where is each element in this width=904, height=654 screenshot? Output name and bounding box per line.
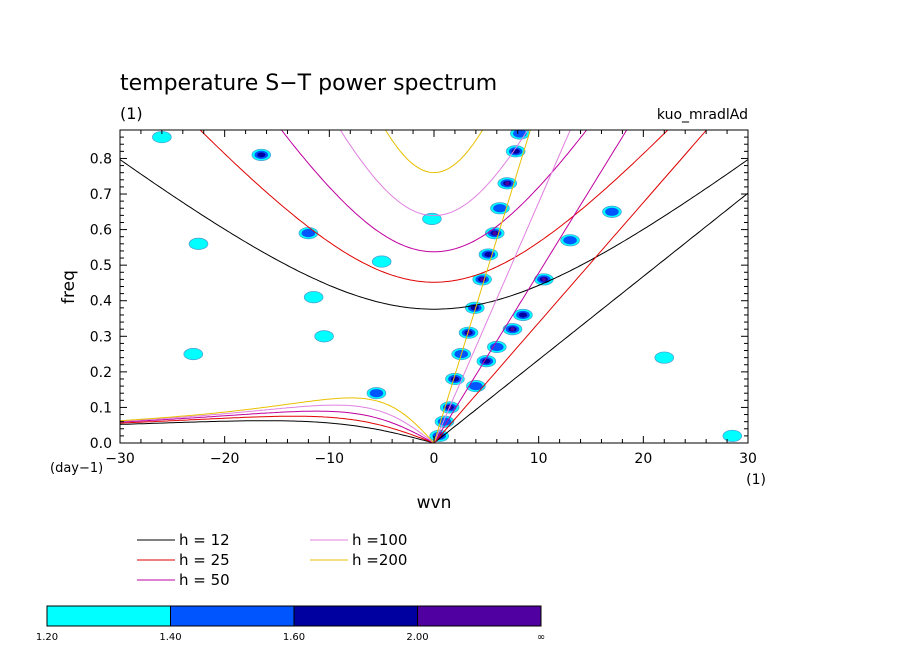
power-contour: [183, 348, 204, 361]
inertia-gravity-curve: [384, 130, 484, 174]
legend-label: h =200: [352, 551, 407, 569]
x-tick-label: −30: [105, 451, 135, 467]
power-contour: [314, 330, 334, 343]
y-axis-unit: (day−1): [50, 461, 103, 476]
power-contour: [493, 204, 507, 213]
power-contour: [303, 291, 324, 304]
power-contour: [654, 351, 675, 364]
kelvin-curve: [433, 130, 531, 443]
chart-subtitle-right: kuo_mradlAd: [657, 107, 748, 123]
power-contour: [605, 207, 619, 216]
power-contour: [511, 148, 520, 154]
power-contour: [188, 237, 209, 250]
y-tick-label: 0.3: [90, 329, 112, 345]
power-contour: [257, 152, 266, 158]
power-contour: [371, 255, 392, 268]
legend: h = 12 h = 25 h = 50 h =100 h =200: [137, 531, 407, 589]
inertia-gravity-curve: [339, 130, 529, 217]
inertia-gravity-curve: [280, 130, 588, 253]
y-tick-label: 0.4: [90, 294, 112, 310]
colorbar-label: 2.00: [406, 632, 428, 643]
y-tick-label: 0.0: [90, 436, 112, 452]
x-tick-label: 20: [634, 451, 652, 467]
colorbar-label: 1.60: [283, 632, 305, 643]
plot-frame: [119, 129, 749, 444]
y-tick-label: 0.7: [90, 187, 112, 203]
power-contour: [301, 229, 316, 238]
x-tick-label: 30: [739, 451, 757, 467]
y-tick-label: 0.1: [90, 400, 112, 416]
y-tick-label: 0.6: [90, 223, 112, 239]
colorbar-swatch: [417, 605, 542, 627]
power-contour: [482, 358, 491, 364]
power-contour: [450, 376, 460, 382]
kelvin-curve: [433, 130, 571, 443]
power-contour: [510, 327, 515, 332]
power-contour: [480, 277, 485, 282]
equatorial-rossby-curve: [120, 420, 436, 443]
x-tick-label: −10: [315, 451, 345, 467]
kelvin-curve: [433, 192, 748, 443]
colorbar-label: 1.20: [36, 632, 58, 643]
x-axis-unit: (1): [746, 472, 766, 488]
inertia-gravity-curve: [120, 159, 748, 310]
legend-label: h = 12: [179, 531, 230, 549]
x-axis-label: wvn: [417, 493, 452, 513]
x-tick-label: 10: [530, 451, 548, 467]
x-tick-label: −20: [210, 451, 240, 467]
power-contour: [505, 181, 510, 186]
legend-label: h = 50: [179, 571, 230, 589]
colorbar-swatch: [170, 605, 295, 627]
chart-title: temperature S−T power spectrum: [120, 71, 497, 96]
colorbar-label: ∞: [537, 632, 545, 643]
power-contour: [369, 389, 384, 398]
power-contour: [513, 130, 527, 138]
power-contour: [722, 429, 743, 442]
inertia-gravity-curve: [199, 130, 669, 283]
legend-label: h = 25: [179, 551, 230, 569]
power-contour: [541, 277, 546, 282]
power-contour: [422, 212, 442, 225]
power-contour: [470, 305, 479, 311]
power-contour: [492, 231, 497, 236]
equatorial-rossby-curve: [120, 415, 436, 443]
chart-subtitle-left: (1): [120, 104, 143, 123]
power-contours: [152, 130, 743, 442]
equatorial-rossby-curve: [120, 404, 435, 443]
x-tick-label: 0: [430, 451, 439, 467]
axis-ticks: −30 −20 −10 0 10 20 30 0.0 0.1 0.2 0.3 0.4 0.5 0.6 0.7…: [90, 130, 757, 467]
y-tick-label: 0.5: [90, 258, 112, 274]
colorbar-label: 1.40: [159, 632, 181, 643]
power-contour: [563, 236, 577, 245]
kelvin-curve: [433, 130, 628, 443]
colorbar-swatch: [46, 605, 171, 627]
y-tick-label: 0.8: [90, 151, 112, 167]
kelvin-curve: [433, 130, 708, 443]
equatorial-rossby-curve: [120, 397, 435, 443]
colorbar-swatch: [293, 605, 418, 627]
y-axis-label: freq: [59, 270, 79, 304]
equatorial-rossby-curve: [120, 410, 436, 443]
dispersion-curves: [120, 130, 748, 443]
legend-label: h =100: [352, 531, 407, 549]
power-contour: [469, 381, 483, 391]
power-contour: [484, 251, 493, 257]
y-tick-label: 0.2: [90, 365, 112, 381]
colorbar: 1.20 1.40 1.60 2.00 ∞: [36, 605, 545, 643]
power-contour: [490, 342, 504, 352]
power-contour: [518, 312, 528, 318]
